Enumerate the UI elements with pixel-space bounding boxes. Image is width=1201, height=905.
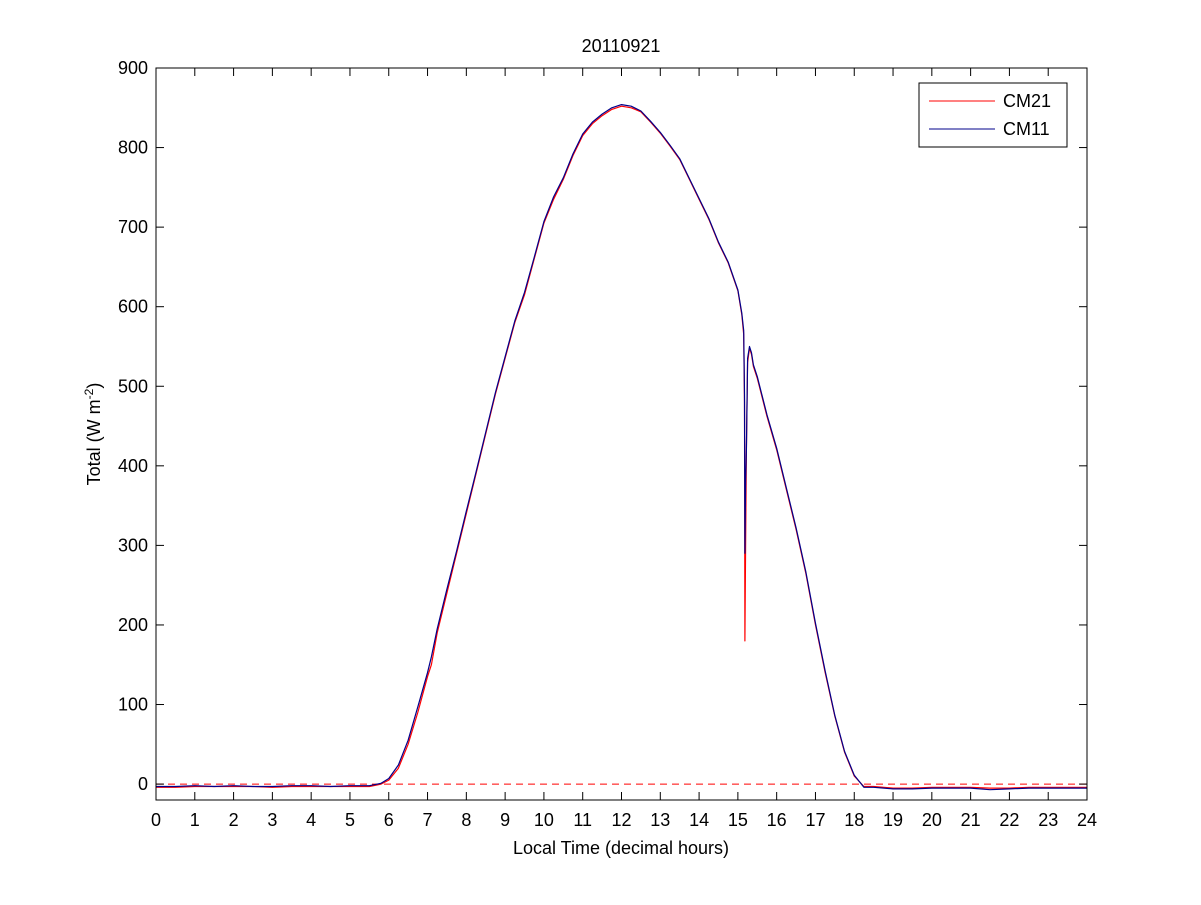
x-tick-label: 24: [1077, 810, 1097, 830]
y-tick-label: 700: [118, 217, 148, 237]
series-line-cm11: [156, 103, 1087, 791]
x-axis-label: Local Time (decimal hours): [513, 838, 729, 858]
y-axis-label-main: Total (W m: [84, 399, 104, 485]
y-tick-label: 400: [118, 456, 148, 476]
x-tick-label: 9: [500, 810, 510, 830]
y-tick-label: 0: [138, 774, 148, 794]
x-tick-label: 10: [534, 810, 554, 830]
y-axis: 0 100 200 300 400 500 600 700 800 900: [118, 58, 1087, 794]
x-tick-label: 1: [190, 810, 200, 830]
x-tick-label: 14: [689, 810, 709, 830]
y-axis-label-exponent: -2: [82, 388, 96, 399]
chart-title: 20110921: [582, 36, 661, 56]
x-tick-label: 17: [805, 810, 825, 830]
x-tick-label: 20: [922, 810, 942, 830]
y-tick-label: 800: [118, 138, 148, 158]
x-tick-label: 22: [999, 810, 1019, 830]
y-tick-label: 600: [118, 297, 148, 317]
x-axis: 0 1 2 3 4 5 6 7 8 9 10 11 12 13 14 15 16 17 18 19 20 21 22 23 24: [151, 68, 1097, 830]
y-tick-label: 300: [118, 535, 148, 555]
x-tick-label: 19: [883, 810, 903, 830]
x-tick-label: 18: [844, 810, 864, 830]
x-tick-label: 4: [306, 810, 316, 830]
legend-box: [918, 82, 1068, 148]
x-tick-label: 3: [267, 810, 277, 830]
y-tick-label: 900: [118, 58, 148, 78]
y-tick-label: 200: [118, 615, 148, 635]
x-tick-label: 6: [384, 810, 394, 830]
y-tick-label: 500: [118, 376, 148, 396]
x-tick-label: 23: [1038, 810, 1058, 830]
x-tick-label: 16: [767, 810, 787, 830]
x-tick-label: 5: [345, 810, 355, 830]
x-tick-label: 0: [151, 810, 161, 830]
x-tick-label: 7: [423, 810, 433, 830]
x-tick-label: 21: [961, 810, 981, 830]
x-tick-label: 12: [611, 810, 631, 830]
legend-label-cm21: CM21: [1003, 91, 1051, 111]
x-tick-label: 15: [728, 810, 748, 830]
legend-label-cm11: CM11: [1003, 119, 1050, 139]
y-axis-label-close: ): [84, 383, 104, 389]
x-tick-label: 2: [229, 810, 239, 830]
x-tick-label: 13: [650, 810, 670, 830]
x-tick-label: 8: [461, 810, 471, 830]
legend: CM21 CM11: [918, 82, 1068, 148]
x-tick-label: 11: [573, 810, 592, 830]
y-axis-label: Total (W m-2): [82, 383, 104, 486]
y-tick-label: 100: [118, 695, 148, 715]
series-layer: [156, 103, 1087, 791]
